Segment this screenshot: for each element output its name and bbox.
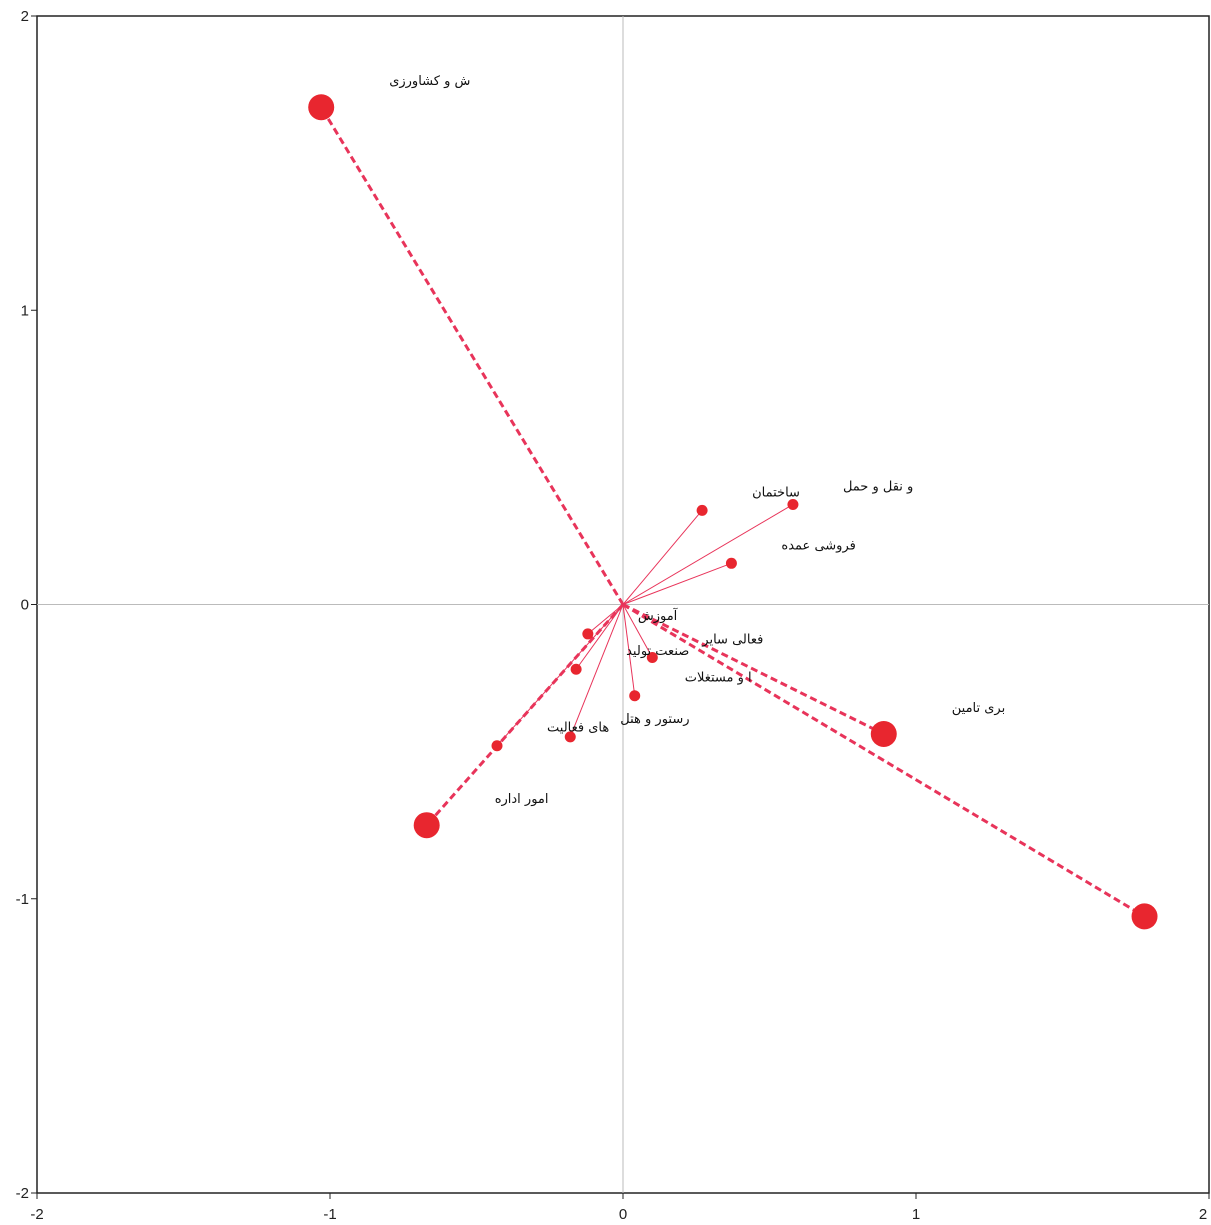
connector-line-8: [622, 604, 653, 658]
x-tick-label-4: 2: [1199, 1206, 1207, 1223]
x-tick-label-0: -2: [30, 1206, 43, 1223]
data-points: [308, 94, 1158, 930]
point-label-2: بری تامین: [952, 701, 1005, 716]
point-label-11: رستور و هتل: [620, 712, 689, 727]
data-point-2: [870, 720, 897, 747]
data-point-11: [564, 731, 576, 743]
y-tick-label-2: 0: [21, 597, 29, 614]
x-axis: -2 -1 0 1 2: [30, 1193, 1210, 1223]
data-point-6: [725, 557, 737, 569]
data-point-4: [696, 504, 708, 516]
connector-line-0: [319, 106, 625, 606]
point-label-0: ش و کشاورزی: [389, 74, 470, 89]
point-label-5: و نقل و حمل: [843, 479, 913, 494]
point-label-4: ساختمان: [752, 485, 800, 500]
connector-line-5: [622, 504, 794, 605]
y-tick-label-1: 1: [21, 302, 29, 319]
connector-line-7: [587, 604, 624, 635]
data-point-3: [1131, 903, 1158, 930]
y-tick-label-3: -1: [16, 891, 29, 908]
data-point-9: [570, 663, 582, 675]
point-label-10: ا و مستغلات: [685, 671, 752, 686]
data-point-1: [413, 812, 440, 839]
connector-line-10: [622, 604, 636, 696]
connector-lines: [319, 106, 1146, 918]
x-tick-label-3: 1: [912, 1206, 920, 1223]
data-point-10: [629, 690, 641, 702]
y-tick-label-0: 2: [21, 8, 29, 25]
connector-line-9: [575, 604, 624, 670]
point-label-1: امور اداره: [495, 792, 549, 807]
data-point-0: [308, 94, 335, 121]
point-label-7: آموزش: [638, 607, 679, 624]
connector-line-3: [622, 603, 1146, 918]
point-label-6: فروشی عمده: [781, 538, 855, 553]
connector-line-12: [496, 604, 624, 747]
data-point-12: [491, 740, 503, 752]
point-label-12: های فعالیت: [547, 721, 609, 736]
point-label-9: صنعت تولید: [626, 644, 689, 659]
y-axis: 2 1 0 -1 -2: [16, 8, 37, 1202]
data-point-5: [787, 498, 799, 510]
connector-line-6: [622, 562, 732, 605]
connector-line-11: [569, 604, 624, 738]
connector-line-4: [622, 510, 703, 605]
data-point-8: [646, 651, 658, 663]
data-point-7: [582, 628, 594, 640]
point-label-8: فعالی سایر: [701, 632, 763, 647]
connector-line-2: [622, 603, 885, 736]
x-tick-label-2: 0: [619, 1206, 627, 1223]
y-tick-label-4: -2: [16, 1185, 29, 1202]
x-tick-label-1: -1: [323, 1206, 336, 1223]
